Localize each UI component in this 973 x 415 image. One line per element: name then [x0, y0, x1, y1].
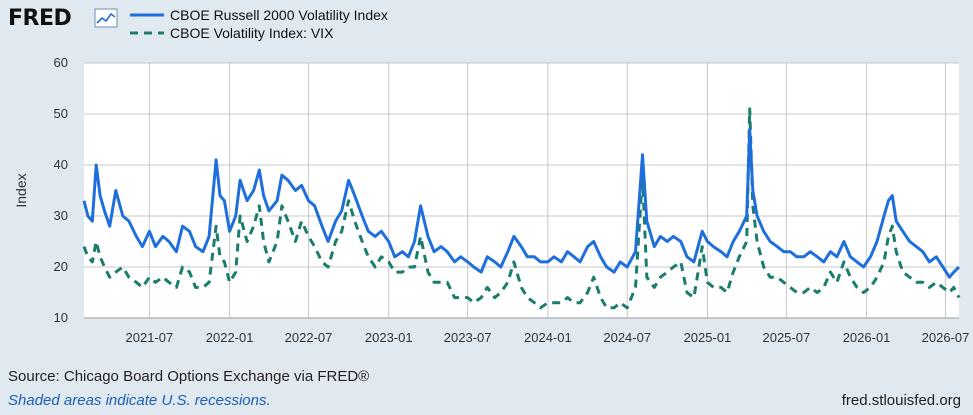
x-tick-label: 2022-01 [206, 330, 254, 345]
source-note: Source: Chicago Board Options Exchange v… [8, 368, 370, 385]
series-line-1 [82, 107, 961, 310]
fred-url-link[interactable]: fred.stlouisfed.org [841, 392, 961, 409]
y-tick-label: 30 [54, 208, 68, 223]
fred-logo[interactable]: FRED [8, 6, 72, 31]
legend-label-series-1: CBOE Volatility Index: VIX [170, 25, 334, 41]
recession-note: Shaded areas indicate U.S. recessions. [8, 392, 271, 409]
x-tick-label: 2026-07 [922, 330, 970, 345]
y-tick-label: 60 [54, 55, 68, 70]
fred-line-chart-icon [94, 8, 118, 28]
x-tick-label: 2022-07 [285, 330, 333, 345]
legend-label-series-0: CBOE Russell 2000 Volatility Index [170, 7, 388, 23]
y-axis-label: Index [13, 173, 29, 207]
legend-swatch-series-1 [130, 31, 164, 35]
chart-legend: CBOE Russell 2000 Volatility Index CBOE … [130, 6, 388, 42]
line-chart: 10 20 30 40 50 60 2021-07 2022-01 2022-07 2023-01… [13, 55, 970, 345]
y-tick-label: 10 [54, 310, 68, 325]
x-tick-label: 2021-07 [126, 330, 174, 345]
y-tick-label: 50 [54, 106, 68, 121]
x-tick-label: 2025-01 [684, 330, 732, 345]
x-tick-label: 2024-07 [603, 330, 651, 345]
x-tick-label: 2026-01 [843, 330, 891, 345]
x-tick-label: 2025-07 [762, 330, 810, 345]
x-tick-label: 2023-07 [444, 330, 492, 345]
header: FRED CBOE Russell 2000 Volatility Index … [8, 4, 708, 44]
legend-swatch-series-0 [130, 13, 164, 17]
series-line-0 [82, 127, 961, 279]
y-tick-label: 40 [54, 157, 68, 172]
x-tick-label: 2023-01 [365, 330, 413, 345]
legend-item-series-0[interactable]: CBOE Russell 2000 Volatility Index [130, 6, 388, 24]
y-tick-label: 20 [54, 259, 68, 274]
x-tick-label: 2024-01 [524, 330, 572, 345]
legend-item-series-1[interactable]: CBOE Volatility Index: VIX [130, 24, 388, 42]
